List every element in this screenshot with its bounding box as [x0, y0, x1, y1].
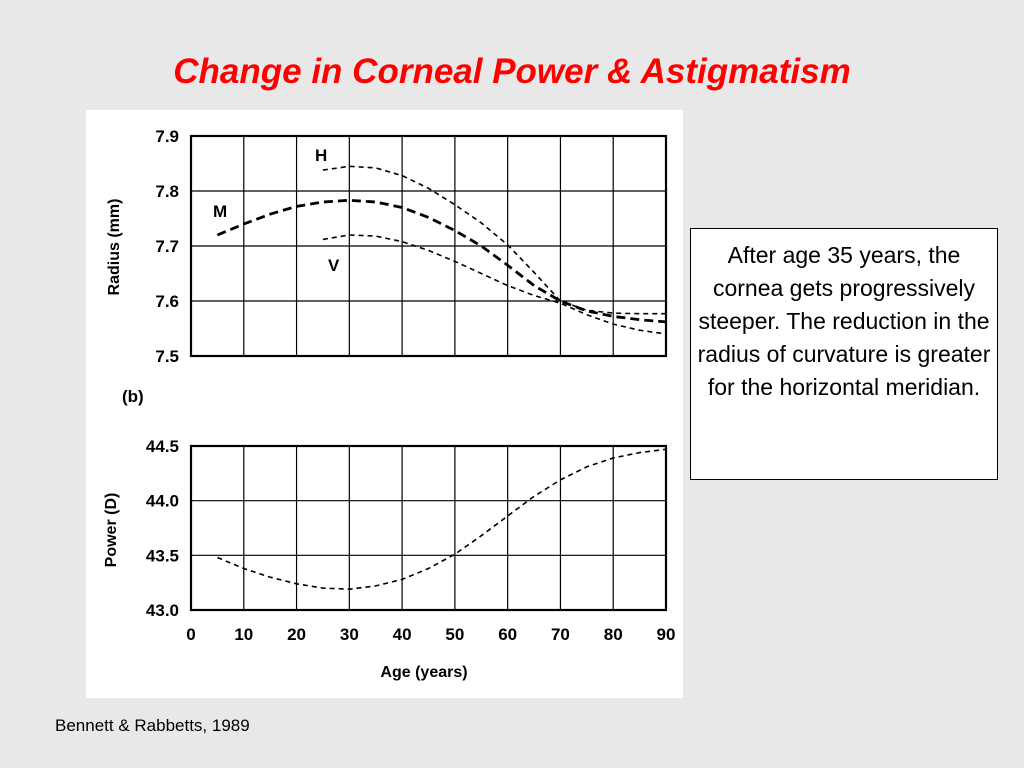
- x-tick-label: 80: [604, 625, 623, 644]
- x-axis-label: Age (years): [380, 664, 467, 681]
- chart-svg: 7.9 7.8 7.7 7.6 7.5 Radius (mm) H M V (b) 44…: [103, 127, 675, 681]
- y-tick-label: 43.0: [146, 601, 179, 620]
- y-tick-label: 44.0: [146, 492, 179, 511]
- panel-label-b: (b): [122, 387, 144, 406]
- radius-y-axis-label: Radius (mm): [106, 199, 123, 296]
- y-tick-label: 7.6: [155, 292, 179, 311]
- radius-grid: [189, 134, 668, 358]
- plot-frame: [189, 444, 668, 612]
- chart-figure: 7.9 7.8 7.7 7.6 7.5 Radius (mm) H M V (b) 44…: [86, 110, 683, 698]
- x-tick-label: 70: [551, 625, 570, 644]
- series-line-v: [322, 234, 667, 335]
- power-x-ticks: 0 10 20 30 40 50 60 70 80 90: [186, 625, 675, 644]
- series-line-power: [217, 448, 667, 591]
- power-grid: [189, 444, 668, 612]
- x-tick-label: 20: [287, 625, 306, 644]
- x-tick-label: 10: [234, 625, 253, 644]
- citation: Bennett & Rabbetts, 1989: [55, 716, 250, 735]
- y-tick-label: 7.5: [155, 347, 179, 366]
- slide-title: Change in Corneal Power & Astigmatism: [173, 52, 851, 91]
- y-tick-label: 7.9: [155, 127, 179, 146]
- y-tick-label: 43.5: [146, 546, 179, 565]
- radius-series: [216, 165, 667, 335]
- radius-y-ticks: 7.9 7.8 7.7 7.6 7.5: [155, 127, 179, 366]
- x-tick-label: 30: [340, 625, 359, 644]
- series-line-h: [322, 165, 666, 315]
- x-tick-label: 0: [186, 625, 195, 644]
- explanation-note: After age 35 years, the cornea gets prog…: [690, 228, 998, 480]
- x-tick-label: 40: [393, 625, 412, 644]
- y-tick-label: 7.8: [155, 182, 179, 201]
- power-panel: 44.5 44.0 43.5 43.0 0 10 20 30 40 50 60 70 80 90 Pow…: [103, 437, 675, 681]
- radius-panel: 7.9 7.8 7.7 7.6 7.5 Radius (mm) H M V: [106, 127, 668, 366]
- y-tick-label: 44.5: [146, 437, 179, 456]
- x-tick-label: 50: [445, 625, 464, 644]
- x-tick-label: 90: [657, 625, 676, 644]
- series-label-h: H: [315, 146, 327, 165]
- y-tick-label: 7.7: [155, 237, 179, 256]
- series-label-v: V: [328, 256, 340, 275]
- plot-frame: [189, 134, 668, 358]
- series-label-m: M: [213, 202, 227, 221]
- series-line-m: [216, 198, 667, 324]
- x-tick-label: 60: [498, 625, 517, 644]
- power-y-axis-label: Power (D): [103, 493, 120, 568]
- power-series: [217, 448, 667, 591]
- power-y-ticks: 44.5 44.0 43.5 43.0: [146, 437, 179, 620]
